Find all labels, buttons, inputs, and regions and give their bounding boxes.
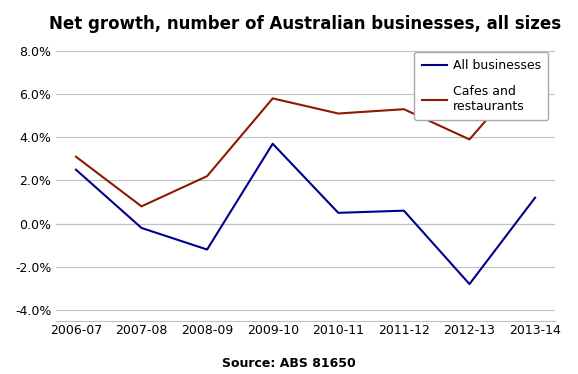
Legend: All businesses, Cafes and
restaurants: All businesses, Cafes and restaurants	[414, 52, 549, 120]
Cafes and
restaurants	[203, 174, 210, 178]
All businesses	[335, 211, 342, 215]
Cafes and
restaurants	[401, 107, 407, 111]
Line: Cafes and
restaurants: Cafes and restaurants	[76, 64, 535, 206]
Cafes and
restaurants	[335, 111, 342, 116]
Text: Source: ABS 81650: Source: ABS 81650	[222, 356, 356, 370]
Line: All businesses: All businesses	[76, 144, 535, 284]
Title: Net growth, number of Australian businesses, all sizes: Net growth, number of Australian busines…	[50, 15, 562, 33]
All businesses	[269, 141, 276, 146]
All businesses	[466, 282, 473, 286]
All businesses	[532, 196, 539, 200]
Cafes and
restaurants	[466, 137, 473, 142]
All businesses	[138, 226, 145, 230]
All businesses	[401, 208, 407, 213]
Cafes and
restaurants	[138, 204, 145, 209]
Cafes and
restaurants	[532, 62, 539, 66]
All businesses	[72, 168, 79, 172]
All businesses	[203, 247, 210, 252]
Cafes and
restaurants	[72, 154, 79, 159]
Cafes and
restaurants	[269, 96, 276, 101]
